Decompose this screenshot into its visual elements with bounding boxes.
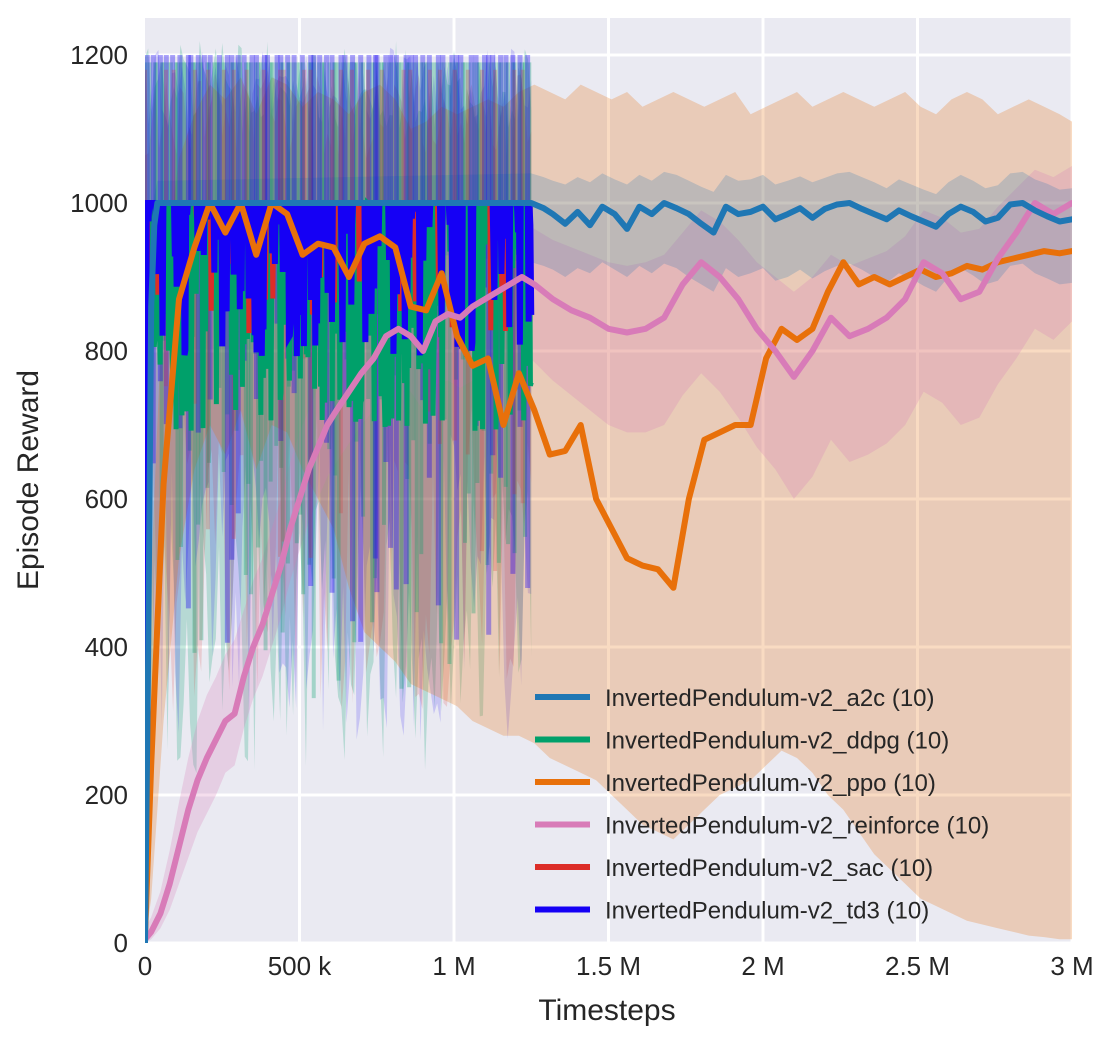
y-axis-label: Episode Reward bbox=[12, 370, 45, 590]
x-tick-label: 2.5 M bbox=[885, 951, 950, 981]
legend-label: InvertedPendulum-v2_sac (10) bbox=[605, 855, 933, 882]
series-line-reinforce bbox=[145, 200, 1072, 943]
y-tick-label: 0 bbox=[114, 928, 128, 958]
legend-label: InvertedPendulum-v2_ppo (10) bbox=[605, 770, 936, 797]
gridlines bbox=[145, 18, 1074, 945]
series-lines bbox=[145, 200, 1072, 943]
y-tick-label: 1200 bbox=[70, 40, 128, 70]
series-band bbox=[145, 171, 1072, 943]
legend-label: InvertedPendulum-v2_td3 (10) bbox=[605, 898, 929, 925]
legend-label: InvertedPendulum-v2_a2c (10) bbox=[605, 685, 935, 712]
series-line-a2c bbox=[145, 200, 1072, 943]
y-tick-label: 1000 bbox=[70, 188, 128, 218]
x-tick-label: 1 M bbox=[432, 951, 475, 981]
y-tick-label: 600 bbox=[85, 484, 128, 514]
legend-label: InvertedPendulum-v2_ddpg (10) bbox=[605, 728, 949, 755]
x-tick-label: 2 M bbox=[741, 951, 784, 981]
y-tick-label: 800 bbox=[85, 336, 128, 366]
x-axis-tick-labels: 0 500 k 1 M 1.5 M 2 M 2.5 M 3 M bbox=[138, 951, 1094, 981]
x-axis-label: Timesteps bbox=[538, 994, 675, 1027]
y-axis-tick-labels: 0 200 400 600 800 1000 1200 bbox=[70, 40, 128, 958]
x-tick-label: 500 k bbox=[268, 951, 333, 981]
x-tick-label: 1.5 M bbox=[576, 951, 641, 981]
y-tick-label: 400 bbox=[85, 632, 128, 662]
y-tick-label: 200 bbox=[85, 780, 128, 810]
legend-label: InvertedPendulum-v2_reinforce (10) bbox=[605, 813, 989, 840]
x-tick-label: 0 bbox=[138, 951, 152, 981]
legend: InvertedPendulum-v2_a2c (10) InvertedPend… bbox=[535, 685, 989, 925]
x-tick-label: 3 M bbox=[1050, 951, 1093, 981]
